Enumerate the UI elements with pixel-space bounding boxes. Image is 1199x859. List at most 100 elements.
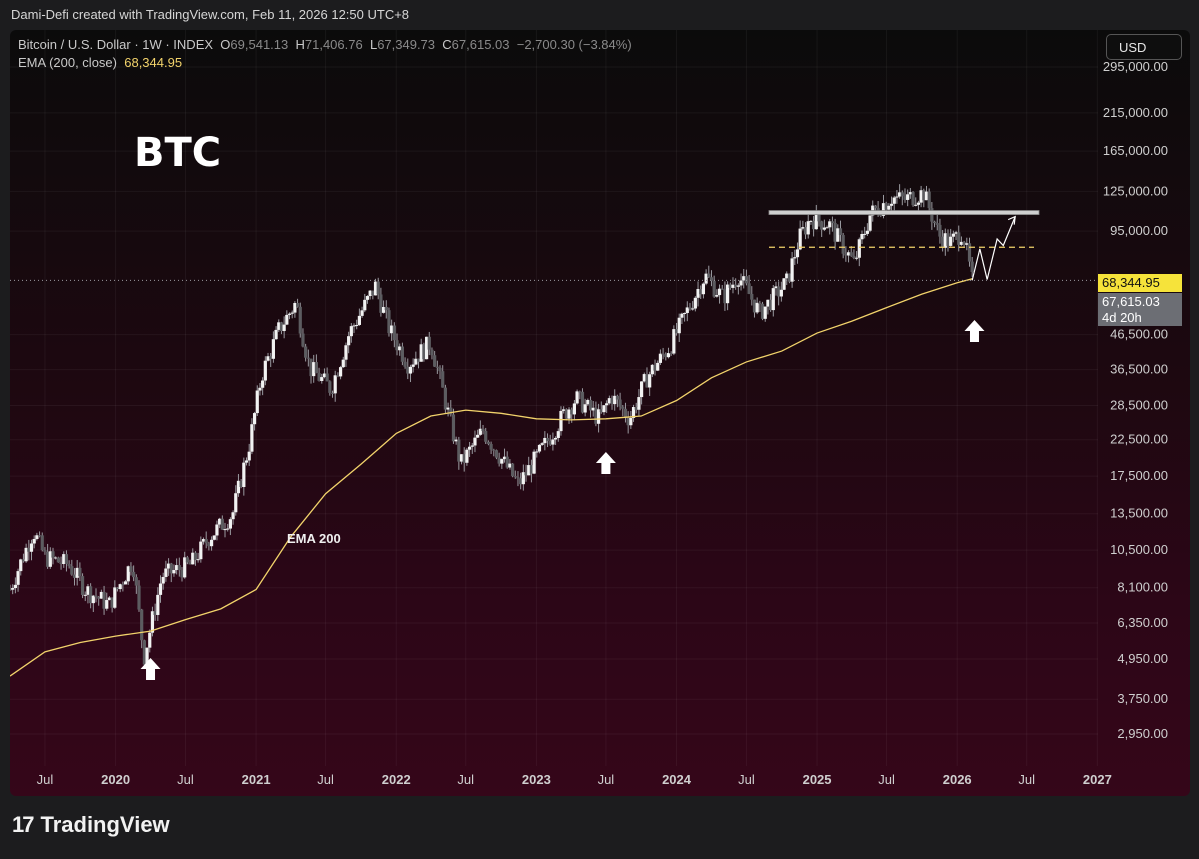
- ema-200-line: [10, 278, 973, 677]
- candle-body: [454, 439, 458, 442]
- candle-body: [102, 591, 106, 609]
- candle-body: [879, 214, 883, 216]
- candle-body: [535, 451, 539, 453]
- candle-body: [742, 276, 746, 281]
- candle-body: [341, 359, 345, 368]
- candle-body: [502, 456, 507, 460]
- candle-body: [949, 236, 953, 246]
- price-chart[interactable]: 2,950.00 3,750.00 4,950.00 6,350.00 8,100.00…: [10, 30, 1190, 796]
- high-value: 71,406.76: [304, 37, 363, 52]
- candle-body: [451, 414, 456, 442]
- candle-body: [40, 535, 44, 551]
- candle-body: [228, 519, 232, 529]
- candle-body: [48, 551, 52, 567]
- candle-body: [19, 559, 23, 572]
- candle-body: [13, 584, 17, 589]
- candle-body: [247, 451, 251, 461]
- x-tick-label: Jul: [317, 772, 334, 787]
- candle-body: [594, 407, 598, 424]
- candle-body: [166, 563, 171, 569]
- candle-body: [817, 211, 821, 222]
- candle-body: [841, 235, 845, 254]
- y-tick-label: 3,750.00: [1117, 691, 1168, 706]
- y-tick-label: 95,000.00: [1110, 223, 1168, 238]
- candle-body: [390, 325, 394, 334]
- candle-body: [924, 191, 929, 201]
- candle-body: [91, 595, 95, 604]
- candle-body: [830, 221, 835, 224]
- candle-body: [720, 288, 724, 290]
- candle-body: [422, 344, 426, 360]
- chart-area[interactable]: 2,950.00 3,750.00 4,950.00 6,350.00 8,100.00…: [10, 30, 1190, 796]
- candle-body: [887, 205, 891, 210]
- y-tick-label: 8,100.00: [1117, 580, 1168, 595]
- candle-body: [755, 302, 759, 313]
- candle-body: [898, 192, 902, 197]
- candle-body: [492, 449, 496, 451]
- candle-body: [215, 524, 219, 536]
- candle-body: [51, 551, 55, 558]
- candle-body: [80, 576, 85, 595]
- candle-body: [180, 570, 184, 578]
- projection-path: [971, 216, 1016, 281]
- candle-body: [113, 587, 117, 608]
- currency-button[interactable]: USD: [1106, 34, 1182, 60]
- candle-body: [621, 406, 625, 409]
- candle-body: [927, 191, 931, 209]
- candle-body: [892, 197, 896, 204]
- candle-body: [529, 465, 534, 474]
- candle-body: [527, 465, 531, 476]
- candle-body: [559, 410, 563, 432]
- candle-body: [852, 255, 856, 258]
- candle-body: [285, 314, 289, 325]
- candle-body: [865, 230, 869, 234]
- tradingview-brand[interactable]: 17 TradingView: [12, 812, 170, 838]
- candle-body: [967, 243, 972, 262]
- candle-body: [497, 457, 501, 464]
- candle-body: [795, 249, 800, 258]
- candle-body: [293, 303, 297, 313]
- candle-body: [855, 257, 859, 259]
- candle-body: [860, 233, 864, 240]
- candle-body: [446, 407, 450, 410]
- candle-body: [548, 441, 552, 445]
- candle-body: [734, 284, 738, 287]
- candle-body: [470, 445, 474, 447]
- candle-body: [193, 552, 198, 560]
- candle-body: [223, 529, 227, 531]
- candle-body: [29, 543, 34, 552]
- candle-body: [763, 306, 767, 319]
- candle-body: [145, 647, 149, 665]
- candle-body: [443, 387, 447, 410]
- candle-body: [449, 407, 453, 415]
- candle-body: [951, 233, 955, 237]
- candle-body: [43, 550, 47, 552]
- candle-body: [298, 306, 302, 334]
- candle-body: [532, 451, 536, 474]
- candle-body: [365, 296, 370, 300]
- candle-body: [618, 399, 622, 407]
- candle-body: [126, 566, 130, 582]
- candle-body: [46, 551, 50, 567]
- candle-body: [661, 353, 665, 355]
- candle-body: [954, 232, 958, 234]
- candle-body: [118, 584, 122, 590]
- x-tick-label: Jul: [738, 772, 755, 787]
- candle-body: [457, 439, 461, 462]
- candle-body: [849, 252, 853, 256]
- candle-body: [712, 280, 716, 297]
- candle-body: [266, 356, 270, 361]
- candle-body: [553, 437, 558, 440]
- candle-body: [306, 357, 310, 359]
- candle-body: [769, 299, 773, 311]
- ema-label[interactable]: EMA (200, close): [18, 55, 117, 70]
- candle-body: [494, 450, 499, 458]
- symbol-label[interactable]: Bitcoin / U.S. Dollar · 1W · INDEX: [18, 37, 214, 52]
- candle-body: [435, 366, 439, 368]
- y-tick-label: 22,500.00: [1110, 432, 1168, 447]
- x-tick-label: Jul: [1018, 772, 1035, 787]
- x-tick-label: 2023: [522, 772, 551, 787]
- y-tick-label: 13,500.00: [1110, 506, 1168, 521]
- candle-body: [709, 277, 714, 281]
- candle-body: [59, 562, 63, 565]
